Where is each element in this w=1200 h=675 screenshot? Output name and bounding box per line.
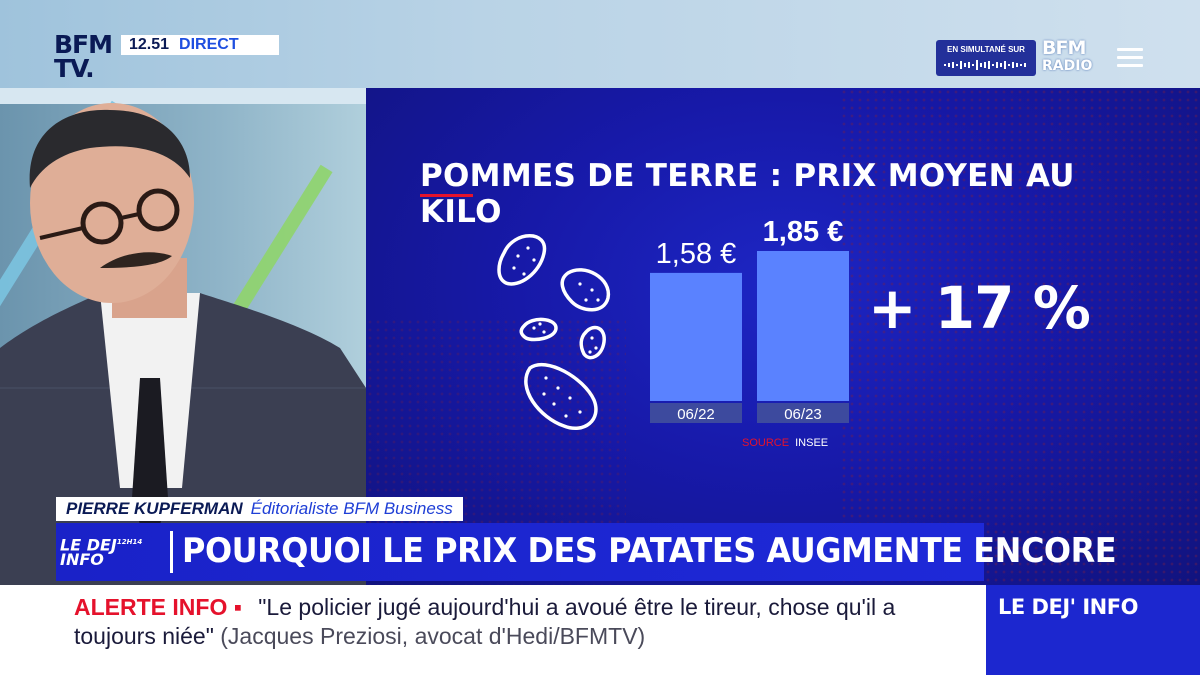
simulcast-label: EN SIMULTANÉ SUR [947,45,1025,54]
chart-source: SOURCE INSEE [742,437,828,449]
speaker-role: Éditorialiste BFM Business [250,499,453,518]
title-accent [420,194,473,197]
alert-label: ALERTE INFO ▪ [74,594,242,620]
bar-value-label: 1,85 € [763,216,844,248]
bar-chart: 1,58 € 06/22 1,85 € 06/23 [650,216,849,423]
bar-06-23 [757,251,849,401]
headline-bar: LE DEJ12H14 INFO POURQUOI LE PRIX DES PA… [56,523,1117,581]
bar-value-label: 1,58 € [656,238,737,270]
channel-logo: BFM TV. [54,30,113,83]
headline-separator [170,531,173,573]
dot-texture [840,88,1200,585]
change-label: + 17 % [868,274,1091,342]
x-tick-label: 06/22 [677,406,715,423]
source-prefix: SOURCE [742,437,790,449]
ticker-cite: (Jacques Preziosi, avocat d'Hedi/BFMTV) [220,623,646,649]
x-tick-label: 06/23 [784,406,822,423]
radio-logo[interactable]: BFM RADIO [1042,37,1093,75]
menu-icon[interactable] [1117,48,1143,68]
chart-panel: POMMES DE TERRE : PRIX MOYEN AU KILO 1,5… [366,88,1200,585]
source-name: INSEE [795,437,829,449]
ticker-quote: "Le policier jugé aujourd'hui a avoué êt… [74,594,896,649]
news-ticker: ALERTE INFO ▪ "Le policier jugé aujourd'… [0,585,986,675]
show-logo: LE DEJ12H14 INFO [60,535,143,570]
live-clock: 12.51 DIRECT [121,35,279,55]
clock-time: 12.51 [129,36,170,53]
show-name-box: LE DEJ' INFO [986,585,1200,675]
bar-06-22 [650,272,742,401]
speaker-name-bar: PIERRE KUPFERMAN Éditorialiste BFM Busin… [56,497,463,521]
ticker-text: ALERTE INFO ▪ "Le policier jugé aujourd'… [74,593,979,651]
audio-wave-icon [944,60,1026,70]
headline-text: POURQUOI LE PRIX DES PATATES AUGMENTE EN… [182,531,1117,571]
live-label: DIRECT [179,36,239,53]
chart-title: POMMES DE TERRE : PRIX MOYEN AU KILO [420,158,1075,230]
speaker-name: PIERRE KUPFERMAN [66,499,243,518]
potato-icon [497,234,610,430]
tick-background [757,403,849,423]
simulcast-badge: EN SIMULTANÉ SUR [936,40,1036,76]
show-name: LE DEJ' INFO [998,595,1138,619]
tick-background [650,403,742,423]
